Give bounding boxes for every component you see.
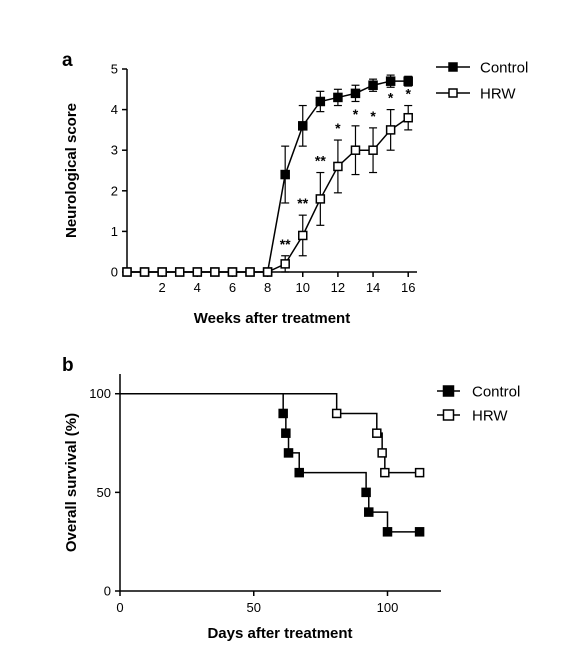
panel-letter-b: b	[62, 355, 74, 376]
legend-marker	[448, 88, 458, 98]
data-point	[280, 259, 290, 269]
series-control	[120, 392, 425, 537]
data-point	[192, 267, 203, 277]
y-tick-label: 4	[111, 102, 118, 117]
y-tick-label: 0	[104, 584, 111, 599]
x-tick-label: 50	[247, 600, 261, 615]
series-hrw	[120, 392, 425, 478]
legend-item-control: Control	[437, 384, 520, 401]
significance-label: *	[405, 86, 411, 102]
x-axis-title: Weeks after treatment	[194, 310, 350, 327]
censor-marker	[364, 507, 374, 517]
series-control	[122, 74, 413, 277]
data-point	[139, 267, 150, 277]
y-tick-label: 100	[89, 386, 111, 401]
data-point	[280, 169, 290, 180]
legend-marker	[442, 385, 455, 397]
significance-label: **	[315, 153, 326, 169]
survival-step-line	[120, 392, 420, 533]
x-tick-label: 8	[264, 280, 271, 295]
significance-label: *	[335, 120, 341, 136]
data-point	[368, 145, 378, 155]
x-tick-label: 4	[194, 280, 201, 295]
data-point	[350, 145, 361, 155]
censor-marker	[278, 408, 288, 419]
data-point	[368, 80, 378, 90]
significance-label: *	[388, 90, 394, 106]
data-point	[403, 76, 413, 86]
y-axis-title: Neurological score	[63, 103, 80, 238]
significance-label: **	[297, 195, 308, 211]
data-point	[333, 92, 343, 103]
data-point	[210, 267, 220, 277]
data-point	[122, 267, 132, 277]
x-tick-label: 10	[296, 280, 310, 295]
data-point	[245, 267, 255, 277]
data-point	[350, 88, 361, 99]
legend-label: Control	[472, 384, 520, 401]
legend-item-hrw: HRW	[436, 86, 516, 103]
legend-label: HRW	[472, 408, 508, 425]
legend-marker	[448, 62, 458, 72]
data-point	[157, 267, 167, 277]
y-tick-label: 2	[111, 183, 118, 198]
censor-marker	[283, 448, 294, 458]
y-tick-label: 50	[97, 485, 111, 500]
censor-marker	[331, 408, 342, 419]
significance-label: *	[353, 106, 359, 122]
data-point	[333, 161, 343, 172]
censor-marker	[380, 467, 390, 478]
y-tick-label: 5	[111, 62, 118, 77]
data-point	[403, 112, 413, 123]
data-point	[227, 267, 238, 277]
censor-marker	[414, 467, 425, 478]
y-tick-label: 0	[111, 265, 118, 280]
censor-marker	[382, 527, 393, 537]
x-tick-label: 16	[401, 280, 415, 295]
data-point	[315, 194, 326, 204]
series-line	[127, 80, 409, 273]
significance-label: **	[280, 236, 291, 252]
data-point	[262, 267, 273, 277]
data-point	[174, 267, 185, 277]
censor-marker	[294, 467, 304, 478]
significance-label: *	[370, 108, 376, 124]
legend-label: Control	[480, 60, 528, 77]
x-tick-label: 2	[159, 280, 166, 295]
series-hrw	[122, 104, 413, 277]
censor-marker	[281, 428, 291, 438]
y-tick-label: 3	[111, 143, 118, 158]
series-line	[127, 117, 409, 273]
x-tick-label: 6	[229, 280, 236, 295]
data-point	[298, 121, 308, 131]
censor-marker	[377, 448, 387, 458]
x-axis-title: Days after treatment	[207, 625, 352, 642]
panel-b-chart: 0 50 100 0 50 100 Days after treatment Overall …	[63, 374, 520, 642]
panel-letter-a: a	[62, 50, 73, 71]
legend-label: HRW	[480, 86, 516, 103]
data-point	[385, 125, 396, 135]
data-point	[298, 230, 308, 241]
censor-marker	[361, 487, 371, 498]
legend-item-control: Control	[436, 60, 528, 77]
x-tick-label: 100	[377, 600, 399, 615]
data-point	[385, 76, 396, 86]
x-tick-label: 12	[331, 280, 345, 295]
data-point	[315, 96, 326, 107]
x-tick-label: 14	[366, 280, 380, 295]
censor-marker	[372, 428, 382, 438]
y-tick-label: 1	[111, 224, 118, 239]
y-axis-title: Overall survival (%)	[63, 413, 80, 552]
legend-item-hrw: HRW	[437, 408, 508, 425]
x-tick-label: 0	[116, 600, 123, 615]
censor-marker	[414, 527, 425, 537]
legend-marker	[442, 409, 455, 421]
